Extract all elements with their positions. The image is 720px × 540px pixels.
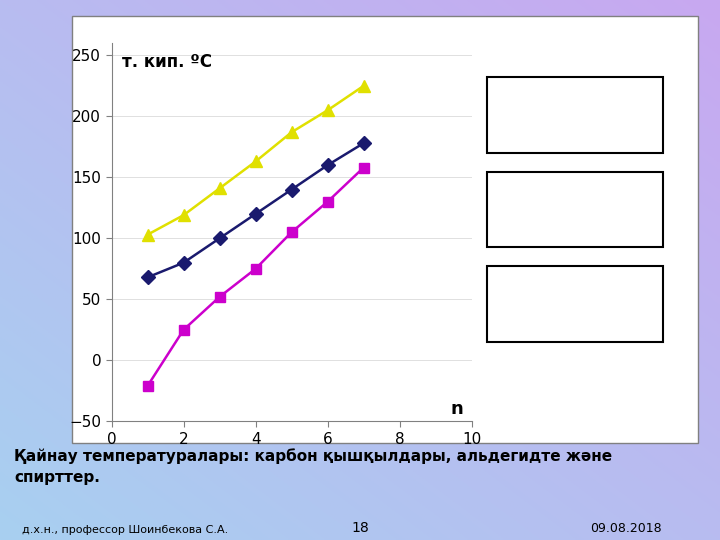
Text: R-CH$_2$OH: R-CH$_2$OH: [537, 200, 613, 219]
Text: RCOOH: RCOOH: [544, 107, 606, 123]
Text: R-CHO: R-CHO: [547, 296, 603, 312]
FancyBboxPatch shape: [487, 77, 662, 153]
Text: 18: 18: [351, 521, 369, 535]
FancyBboxPatch shape: [487, 172, 662, 247]
Text: т. кип. ºC: т. кип. ºC: [122, 53, 212, 71]
Text: д.х.н., профессор Шоинбекова С.А.: д.х.н., профессор Шоинбекова С.А.: [22, 525, 228, 535]
Text: 09.08.2018: 09.08.2018: [590, 522, 662, 535]
Text: Қайнау температуралары: карбон қышқылдары, альдегидте және
спирттер.: Қайнау температуралары: карбон қышқылдар…: [14, 448, 613, 485]
Text: n: n: [451, 400, 464, 418]
FancyBboxPatch shape: [487, 266, 662, 342]
